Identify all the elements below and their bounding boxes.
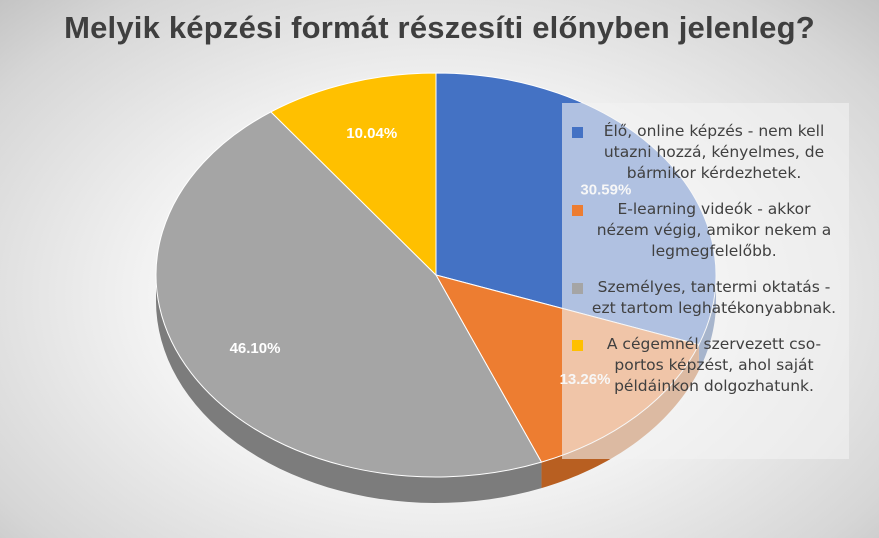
chart-title: Melyik képzési formát részesíti előnyben… [64, 10, 815, 45]
legend-item-elearning[interactable]: E-learning videók - akkor nézem végig, a… [572, 199, 839, 262]
legend-swatch-classroom [572, 283, 583, 294]
slice-company-group[interactable] [270, 72, 437, 277]
legend-swatch-live-online [572, 127, 583, 138]
slice-side-classroom [156, 275, 542, 503]
data-label-company-group: 10.04% [346, 125, 397, 142]
legend-label-live-online: Élő, online képzés - nem kell utazni hoz… [603, 122, 825, 182]
legend-item-classroom[interactable]: Személyes, tantermi oktatás - ezt tartom… [572, 277, 839, 319]
slice-classroom[interactable] [155, 111, 543, 478]
legend-swatch-company-group [572, 340, 583, 351]
legend-label-company-group: A cégemnél szervezett cso-portos képzést… [606, 335, 822, 395]
legend-item-company-group[interactable]: A cégemnél szervezett cso-portos képzést… [572, 334, 839, 397]
data-label-classroom: 46.10% [230, 340, 281, 357]
legend-item-live-online[interactable]: Élő, online képzés - nem kell utazni hoz… [572, 121, 839, 184]
legend-label-elearning: E-learning videók - akkor nézem végig, a… [596, 200, 832, 260]
legend-swatch-elearning [572, 205, 583, 216]
legend-label-classroom: Személyes, tantermi oktatás - ezt tartom… [591, 278, 837, 317]
chart-legend: Élő, online képzés - nem kell utazni hoz… [562, 103, 849, 459]
